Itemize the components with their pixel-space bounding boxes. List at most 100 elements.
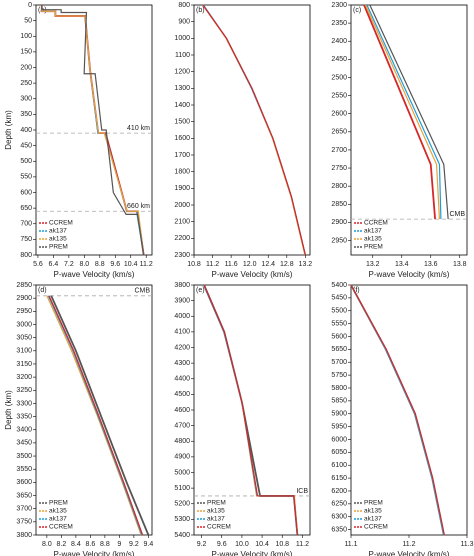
legend-label: PREM (49, 244, 68, 251)
x-axis-label: P-wave Velocity (km/s) (369, 550, 450, 556)
y-tick-label: 2350 (331, 20, 347, 27)
y-tick-label: 1900 (174, 185, 190, 192)
legend-label: CCREM (364, 220, 388, 227)
y-tick-label: 100 (20, 33, 32, 40)
y-tick-label: 5100 (174, 485, 190, 492)
y-tick-label: 4200 (174, 344, 190, 351)
velocity-line (47, 295, 143, 536)
x-tick-label: 8.8 (95, 261, 105, 268)
x-tick-label: 13.6 (424, 261, 438, 268)
x-tick-label: 8.8 (100, 541, 110, 548)
y-tick-label: 3400 (16, 427, 32, 434)
legend-label: ak137 (49, 516, 67, 523)
legend-label: ak135 (207, 508, 225, 515)
y-tick-label: 5700 (331, 359, 347, 366)
y-tick-label: 5750 (331, 372, 347, 379)
y-tick-label: 2000 (174, 202, 190, 209)
y-tick-label: 3350 (16, 413, 32, 420)
x-axis-label: P-wave Velocity (km/s) (212, 550, 293, 556)
y-tick-label: 450 (20, 142, 32, 149)
x-tick-label: 11.2 (296, 541, 309, 548)
plot-frame (35, 284, 153, 536)
y-tick-label: 3800 (174, 282, 190, 289)
velocity-line (203, 284, 298, 536)
y-tick-label: 3150 (16, 361, 32, 368)
x-tick-label: 13.8 (453, 261, 467, 268)
y-tick-label: 1300 (174, 85, 190, 92)
y-tick-label: 1400 (174, 102, 190, 109)
y-tick-label: 150 (20, 49, 32, 56)
y-tick-label: 600 (20, 189, 32, 196)
y-tick-label: 6000 (331, 436, 347, 443)
x-tick-label: 13.4 (395, 261, 409, 268)
y-tick-label: 750 (20, 236, 32, 243)
y-tick-label: 4400 (174, 376, 190, 383)
legend-label: CCREM (49, 220, 73, 227)
y-tick-label: 1700 (174, 152, 190, 159)
y-tick-label: 2900 (331, 219, 347, 226)
legend-label: PREM (364, 500, 383, 507)
x-axis-label: P-wave Velocity (km/s) (54, 270, 135, 279)
x-tick-label: 10.0 (235, 541, 249, 548)
plot-frame (193, 4, 311, 256)
y-tick-label: 2850 (331, 201, 347, 208)
x-tick-label: 8.2 (57, 541, 67, 548)
x-tick-label: 11.2 (140, 261, 153, 268)
panel-label: (b) (196, 7, 205, 14)
y-tick-label: 1100 (175, 52, 190, 59)
y-tick-label: 1500 (174, 119, 190, 126)
y-tick-label: 5600 (331, 333, 347, 340)
y-tick-label: 6100 (331, 462, 347, 469)
x-axis-label: P-wave Velocity (km/s) (369, 270, 450, 279)
y-tick-label: 5500 (331, 308, 347, 315)
velocity-line (202, 4, 306, 256)
velocity-line (369, 4, 449, 220)
x-tick-label: 10.4 (255, 541, 269, 548)
x-tick-label: 8.6 (86, 541, 96, 548)
panel-label: (f) (353, 287, 360, 294)
y-tick-label: 5400 (174, 532, 190, 539)
velocity-line (350, 284, 445, 536)
y-tick-label: 2300 (174, 252, 190, 259)
legend-label: PREM (207, 500, 226, 507)
y-tick-label: 3550 (16, 466, 32, 473)
velocity-line (350, 284, 445, 536)
x-tick-label: 11.6 (225, 261, 238, 268)
x-tick-label: 7.2 (64, 261, 74, 268)
y-tick-label: 4000 (174, 313, 190, 320)
x-tick-label: 10.8 (187, 261, 201, 268)
y-tick-label: 4700 (174, 422, 190, 429)
y-tick-label: 4500 (174, 391, 190, 398)
y-tick-label: 2300 (331, 2, 347, 9)
y-tick-label: 1800 (174, 169, 190, 176)
y-tick-label: 3900 (174, 297, 190, 304)
y-tick-label: 5550 (331, 320, 347, 327)
legend-label: ak135 (364, 236, 382, 243)
x-tick-label: 12.8 (280, 261, 294, 268)
x-tick-label: 9.2 (129, 541, 139, 548)
y-tick-label: 800 (20, 252, 32, 259)
y-tick-label: 2850 (16, 282, 32, 289)
y-tick-label: 6250 (331, 501, 347, 508)
y-tick-label: 2900 (16, 295, 32, 302)
velocity-line (350, 284, 445, 536)
y-tick-label: 3250 (16, 387, 32, 394)
panel-label: (c) (353, 7, 361, 14)
y-tick-label: 1200 (174, 69, 190, 76)
legend-label: PREM (49, 500, 68, 507)
velocity-line (48, 295, 144, 536)
x-tick-label: 10.4 (124, 261, 138, 268)
y-tick-label: 1000 (174, 35, 190, 42)
x-tick-label: 11.2 (206, 261, 219, 268)
velocity-line (41, 5, 145, 256)
legend-label: CCREM (364, 524, 388, 531)
velocity-line (50, 295, 150, 536)
y-tick-label: 500 (20, 158, 32, 165)
legend-label: CCREM (49, 524, 73, 531)
y-tick-label: 400 (20, 127, 32, 134)
velocity-line (202, 4, 306, 256)
y-tick-label: 2500 (331, 74, 347, 81)
y-tick-label: 2100 (174, 219, 190, 226)
velocity-line (363, 4, 436, 220)
